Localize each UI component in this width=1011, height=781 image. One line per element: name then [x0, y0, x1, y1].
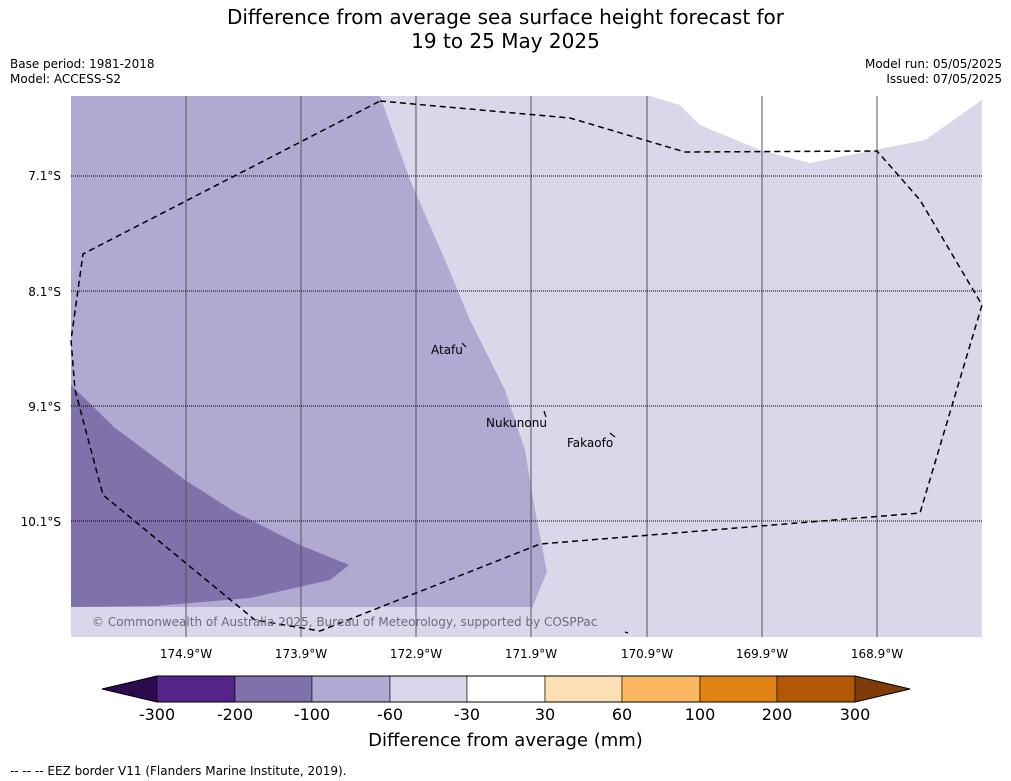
- lon-label: 171.9°W: [504, 647, 558, 661]
- colorbar-segment: [699, 675, 778, 703]
- colorbar-tick-label: -60: [376, 705, 404, 724]
- colorbar-segment: [776, 675, 856, 703]
- lat-label: 10.1°S: [20, 515, 61, 529]
- islet-marker: [624, 631, 629, 634]
- graticule: [185, 96, 878, 637]
- colorbar-tick-label: -200: [216, 705, 254, 724]
- atafu-marker: [461, 342, 467, 348]
- colorbar-title: Difference from average (mm): [368, 730, 643, 751]
- colorbar-segment: [156, 675, 236, 703]
- colorbar-tick-label: -300: [138, 705, 176, 724]
- model-run: Model run: 05/05/2025: [864, 57, 1002, 71]
- colorbar-tick-label: -30: [453, 705, 481, 724]
- colorbar-extend-low: [101, 675, 158, 703]
- issued-date: Issued: 07/05/2025: [886, 72, 1002, 86]
- colorbar-outline: [101, 675, 911, 703]
- meta-right: Model run: 05/05/2025 Issued: 07/05/2025: [865, 57, 1002, 87]
- colorbar-tick-label: 300: [839, 705, 871, 724]
- lat-label: 8.1°S: [28, 285, 61, 299]
- lon-label: 168.9°W: [850, 647, 904, 661]
- title-line-1: Difference from average sea surface heig…: [226, 5, 785, 29]
- place-label-nukunonu: Nukunonu: [486, 416, 547, 430]
- shade-bottom-strip: [71, 607, 571, 637]
- lon-label: 174.9°W: [159, 647, 213, 661]
- colorbar-segment: [466, 675, 546, 703]
- base-period: Base period: 1981-2018: [10, 57, 155, 71]
- lat-label: 7.1°S: [28, 169, 61, 183]
- colorbar-tick-label: 30: [534, 705, 556, 724]
- colorbar-tick-label: 100: [684, 705, 716, 724]
- colorbar-segment: [311, 675, 391, 703]
- copyright-notice: © Commonwealth of Australia 2025, Bureau…: [92, 615, 598, 629]
- nukunonu-marker: [543, 410, 547, 418]
- lon-label: 173.9°W: [274, 647, 328, 661]
- place-label-fakaofo: Fakaofo: [567, 436, 614, 450]
- place-label-atafu: Atafu: [431, 343, 463, 357]
- island-markers: [461, 342, 629, 634]
- title-line-2: 19 to 25 May 2025: [411, 29, 600, 53]
- colorbar-segment: [544, 675, 623, 703]
- lon-label: 172.9°W: [389, 647, 443, 661]
- fakaofo-marker: [609, 432, 616, 438]
- colorbar-extend-high: [854, 675, 911, 703]
- eez-footnote: -- -- -- EEZ border V11 (Flanders Marine…: [10, 764, 347, 778]
- colorbar-tick-label: 60: [611, 705, 633, 724]
- colorbar-segment: [234, 675, 313, 703]
- colorbar-tick-label: 200: [761, 705, 793, 724]
- eez-border: [70, 100, 983, 632]
- colorbar-tick-label: -100: [293, 705, 331, 724]
- chart-title: Difference from average sea surface heig…: [0, 5, 1011, 53]
- lat-label: 9.1°S: [28, 400, 61, 414]
- colorbar: [101, 675, 911, 703]
- colorbar-segment: [389, 675, 468, 703]
- shade-minus200-zone: [71, 385, 349, 607]
- model-name: Model: ACCESS-S2: [10, 72, 122, 86]
- shade-top-right-notch: [650, 96, 982, 163]
- meta-left: Base period: 1981-2018 Model: ACCESS-S2: [10, 57, 155, 87]
- colorbar-segment: [621, 675, 701, 703]
- lon-label: 170.9°W: [620, 647, 674, 661]
- lon-label: 169.9°W: [735, 647, 789, 661]
